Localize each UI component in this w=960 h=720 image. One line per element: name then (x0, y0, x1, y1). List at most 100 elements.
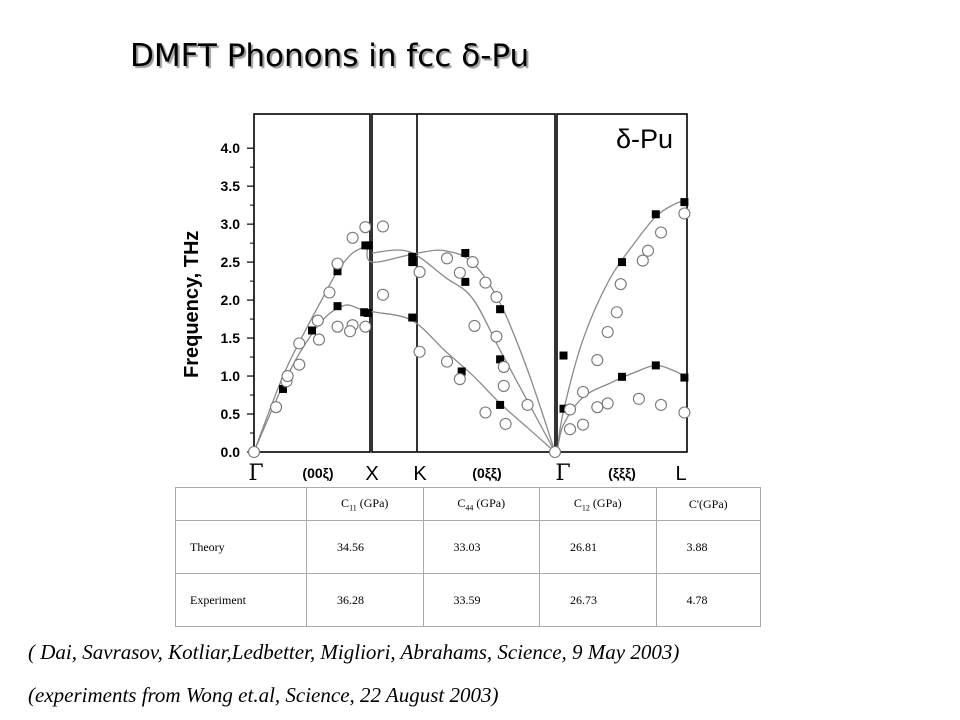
cell-c44: 33.59 (422, 573, 540, 627)
y-tick-label: 0.0 (221, 444, 241, 460)
y-tick-label: 2.0 (221, 292, 241, 308)
experiment-point (331, 257, 344, 270)
experiment-point (499, 417, 512, 430)
elastic-constants-table: C11 (GPa) C44 (GPa) C12 (GPa) C'(GPa) Th… (175, 487, 761, 627)
y-tick-label: 3.0 (221, 216, 241, 232)
experiment-point (654, 226, 668, 239)
citation-theory: ( Dai, Savrasov, Kotliar,Ledbetter, Migl… (28, 640, 680, 664)
phonon-dispersion-chart: 0.0 0.5 1.0 1.5 2.0 2.5 3.0 3.5 4.0 Frequency, TH… (181, 113, 691, 486)
panel-frame-3 (556, 113, 688, 453)
theory-point (559, 404, 568, 413)
symmetry-point-label: Γ (248, 461, 263, 486)
theory-point (408, 313, 417, 322)
experiment-point (376, 288, 390, 301)
cell-c11: 34.56 (306, 520, 424, 574)
experiment-point (413, 265, 426, 279)
theory-point (559, 351, 568, 360)
experiment-point (453, 373, 466, 386)
theory-points (250, 198, 689, 456)
experiment-point (413, 345, 426, 358)
y-axis-label: Frequency, THz (181, 231, 203, 378)
experiment-point (323, 286, 336, 299)
slide-title: DMFT Phonons in fcc δ-Pu (130, 38, 530, 74)
y-tick-label: 3.5 (221, 178, 241, 194)
experiment-point (610, 306, 623, 319)
theory-point (333, 302, 342, 311)
direction-label: (0ξξ) (472, 465, 501, 481)
panel-legend-label: δ-Pu (616, 124, 673, 154)
header-c44: C44 (GPa) (422, 487, 540, 521)
theory-point (364, 241, 373, 250)
experiment-point (490, 330, 503, 343)
cell-c12: 26.73 (539, 573, 657, 627)
symmetry-point-label: X (365, 463, 378, 485)
symmetry-point-label: K (413, 463, 427, 485)
experiment-point (293, 358, 306, 371)
experiment-point (346, 231, 359, 244)
y-tick-label: 1.0 (221, 368, 241, 384)
cell-c-prime: 4.78 (655, 573, 761, 627)
experiment-point (343, 325, 357, 338)
experiment-point (312, 333, 326, 346)
symmetry-point-label: L (675, 463, 686, 485)
theory-curve-2 (253, 244, 371, 453)
theory-point (680, 373, 689, 382)
table-header-row: C11 (GPa) C44 (GPa) C12 (GPa) C'(GPa) (175, 487, 761, 521)
row-label: Theory (175, 520, 307, 574)
theory-point (457, 367, 466, 376)
experiment-point (601, 397, 614, 410)
experiment-point (281, 369, 294, 383)
panel-frame-1 (253, 113, 371, 453)
experiment-point (548, 445, 562, 459)
experiment-point (497, 360, 510, 373)
experiment-point (293, 337, 306, 350)
y-tick-label: 0.5 (221, 406, 241, 422)
table-corner-cell (175, 487, 307, 521)
experiment-point (591, 401, 604, 414)
theory-point (461, 277, 470, 286)
experiment-point (497, 379, 510, 392)
experiment-point (490, 291, 503, 304)
theory-point (496, 400, 505, 409)
table-row-theory: Theory 34.56 33.03 26.81 3.88 (175, 520, 761, 574)
experiment-point (440, 355, 454, 368)
experiment-point (311, 314, 324, 327)
table-row-experiment: Experiment 36.28 33.59 26.73 4.78 (175, 573, 761, 627)
experiment-point (601, 325, 614, 339)
experiment-point (641, 244, 655, 257)
header-c12: C12 (GPa) (539, 487, 657, 521)
experiment-points (247, 207, 691, 459)
theory-curve-7 (556, 199, 688, 453)
experiment-point (376, 220, 390, 233)
experiment-point (466, 256, 479, 269)
experiment-point (614, 278, 627, 291)
experiment-point (453, 266, 466, 279)
experiment-point (576, 385, 590, 399)
experiment-point (468, 319, 481, 332)
theory-point (496, 355, 505, 364)
experiment-point (331, 320, 344, 333)
theory-point (651, 361, 660, 370)
symmetry-point-label: Γ (555, 461, 570, 486)
theory-point (333, 267, 342, 276)
theory-point (496, 305, 505, 314)
experiment-point (678, 207, 691, 220)
theory-point (618, 258, 626, 267)
cell-c11: 36.28 (306, 573, 424, 627)
theory-point (461, 248, 470, 257)
experiment-point (678, 406, 691, 419)
direction-label: (00ξ) (302, 465, 333, 481)
experiment-point (576, 418, 590, 431)
citation-experiment: (experiments from Wong et.al, Science, 2… (28, 683, 499, 707)
theory-point (680, 198, 689, 207)
experiment-point (563, 423, 577, 436)
theory-point (308, 326, 316, 335)
experiment-point (269, 401, 283, 414)
experiment-point (359, 320, 372, 333)
theory-point (618, 372, 626, 381)
theory-point (408, 252, 417, 261)
theory-point (408, 258, 417, 267)
experiment-point (632, 392, 645, 405)
theory-point (279, 384, 287, 393)
panel-frame-2 (371, 113, 556, 453)
